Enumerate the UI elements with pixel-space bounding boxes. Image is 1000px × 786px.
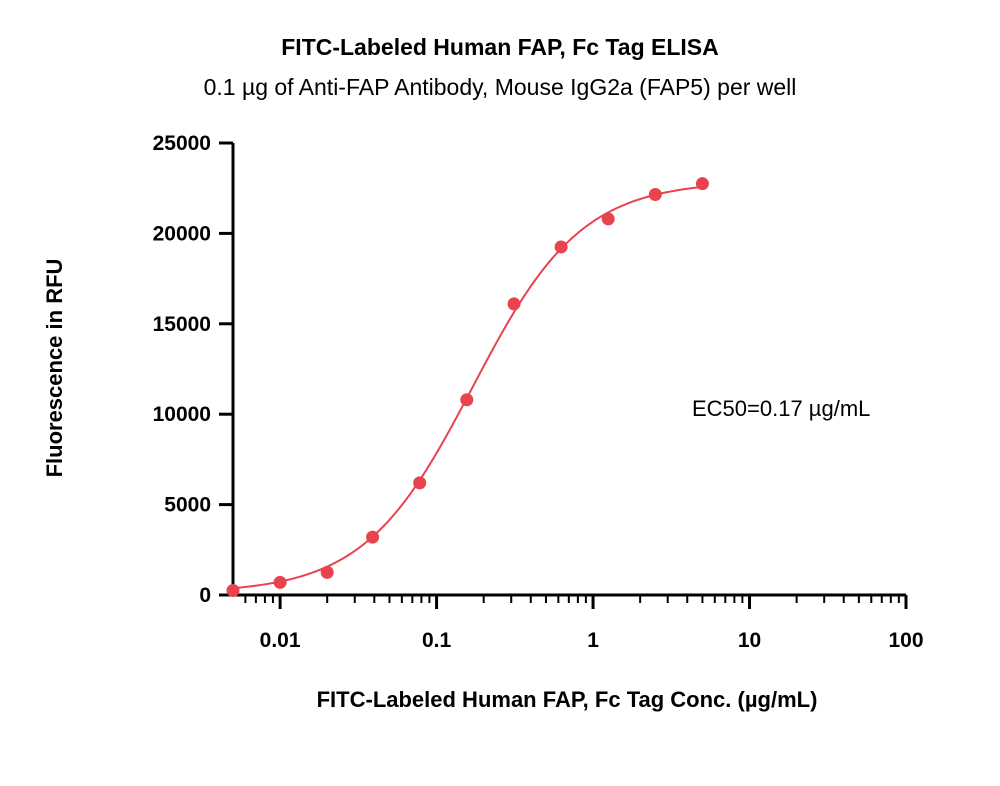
data-point: [695, 177, 709, 191]
x-ticks: 0.01 0.1 1 10 100: [244, 595, 924, 652]
data-point: [507, 297, 521, 311]
y-tick-label: 5000: [164, 494, 211, 517]
data-point: [413, 476, 427, 490]
axes: [231, 143, 906, 597]
data-point: [226, 583, 240, 597]
data-point: [460, 393, 474, 407]
x-tick-label: 1: [587, 629, 599, 652]
y-tick-label: 20000: [153, 222, 211, 245]
y-tick-label: 15000: [153, 313, 211, 336]
chart-subtitle: 0.1 µg of Anti-FAP Antibody, Mouse IgG2a…: [203, 74, 797, 100]
data-points: [226, 177, 709, 597]
y-tick-label: 10000: [153, 403, 211, 426]
x-tick-label: 0.1: [422, 629, 452, 652]
chart-title: FITC-Labeled Human FAP, Fc Tag ELISA: [281, 34, 719, 60]
data-point: [320, 565, 334, 579]
y-ticks: 0 5000 10000 15000 20000 25000: [153, 132, 233, 607]
data-point: [273, 575, 287, 589]
data-point: [601, 212, 615, 226]
data-point: [648, 188, 662, 202]
x-axis-title: FITC-Labeled Human FAP, Fc Tag Conc. (µg…: [317, 687, 818, 712]
fit-curve: [232, 185, 703, 590]
x-tick-label: 100: [888, 629, 923, 652]
y-tick-label: 25000: [153, 132, 211, 155]
y-axis-title: Fluorescence in RFU: [42, 259, 67, 478]
y-tick-label: 0: [199, 584, 211, 607]
x-tick-label: 10: [738, 629, 761, 652]
ec50-annotation: EC50=0.17 µg/mL: [692, 396, 870, 421]
data-point: [366, 530, 380, 544]
x-tick-label: 0.01: [260, 629, 301, 652]
data-point: [554, 240, 568, 254]
